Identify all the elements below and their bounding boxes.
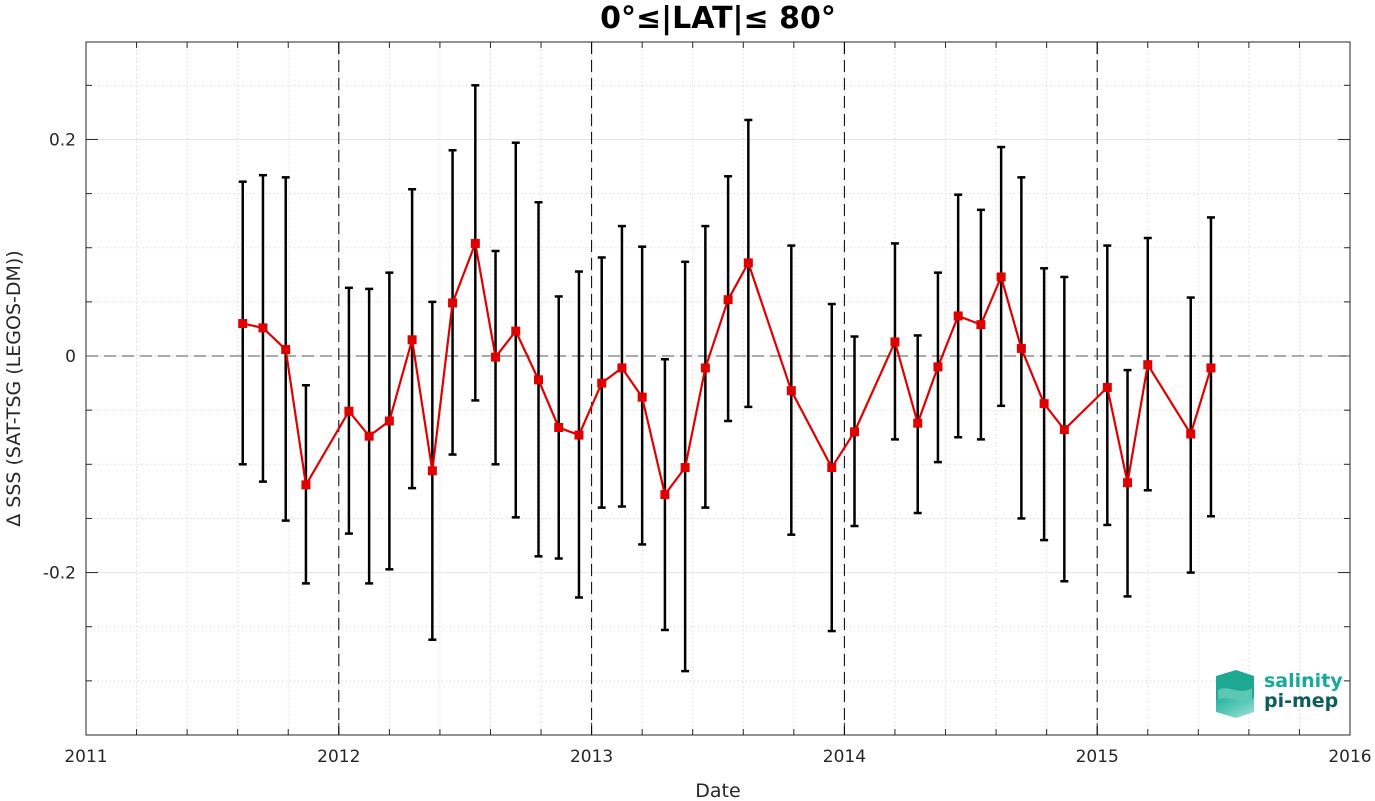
ticks: 2011 2012 2013 2014 2015 2016 -0.2 0 0.2 bbox=[43, 42, 1372, 767]
data-point bbox=[660, 490, 670, 500]
data-point bbox=[597, 378, 607, 388]
data-point bbox=[384, 416, 394, 426]
data-point bbox=[617, 363, 627, 373]
x-tick-label: 2012 bbox=[317, 747, 360, 767]
axes bbox=[85, 41, 1351, 736]
data-point bbox=[933, 362, 943, 372]
data-point bbox=[364, 431, 374, 441]
data-point bbox=[700, 363, 710, 373]
data-point bbox=[1039, 399, 1049, 409]
logo-text-pi-mep: pi-mep bbox=[1264, 690, 1338, 712]
salinity-pi-mep-logo: salinity pi-mep bbox=[1216, 670, 1343, 718]
data-point bbox=[1016, 343, 1026, 353]
data-point bbox=[1123, 478, 1133, 488]
data-point bbox=[976, 320, 986, 330]
data-point bbox=[407, 335, 417, 345]
x-axis-label: Date bbox=[695, 780, 740, 801]
data-point bbox=[996, 272, 1006, 282]
data-point bbox=[470, 238, 480, 248]
data-point bbox=[534, 375, 544, 385]
data-point bbox=[786, 386, 796, 396]
data-point bbox=[743, 258, 753, 268]
data-point bbox=[1143, 360, 1153, 370]
data-point bbox=[427, 466, 437, 476]
data-point bbox=[680, 463, 690, 473]
x-tick-label: 2013 bbox=[570, 747, 613, 767]
data-point bbox=[1059, 425, 1069, 435]
data-point bbox=[637, 392, 647, 402]
y-tick-label: -0.2 bbox=[43, 564, 76, 584]
logo-text-salinity: salinity bbox=[1264, 670, 1343, 692]
axes-box bbox=[85, 41, 1351, 736]
data-point bbox=[1102, 382, 1112, 392]
y-axis-label: Δ SSS (SAT-TSG (LEGOS-DM)) bbox=[3, 250, 25, 526]
data-point bbox=[491, 352, 501, 362]
data-point bbox=[448, 298, 458, 308]
data-point bbox=[723, 295, 733, 305]
x-tick-label: 2011 bbox=[64, 747, 107, 767]
x-tick-label: 2015 bbox=[1076, 747, 1119, 767]
data-point bbox=[827, 463, 837, 473]
data-point bbox=[1186, 429, 1196, 439]
data-point bbox=[953, 311, 963, 321]
data-point bbox=[850, 427, 860, 437]
data-point bbox=[554, 422, 564, 432]
data-point bbox=[890, 337, 900, 347]
data-point bbox=[913, 418, 923, 428]
grid bbox=[85, 42, 1351, 735]
year-separators bbox=[86, 42, 1350, 735]
series bbox=[238, 238, 1216, 500]
wave-icon bbox=[1216, 670, 1254, 718]
data-point bbox=[258, 323, 268, 333]
data-point bbox=[574, 430, 584, 440]
data-point bbox=[238, 319, 248, 329]
data-point bbox=[344, 406, 354, 416]
y-tick-label: 0.2 bbox=[49, 130, 76, 150]
data-point bbox=[511, 326, 521, 336]
x-tick-label: 2014 bbox=[823, 747, 866, 767]
x-tick-label: 2016 bbox=[1328, 747, 1371, 767]
data-point bbox=[1206, 363, 1216, 373]
y-tick-label: 0 bbox=[65, 347, 76, 367]
series-line bbox=[242, 239, 1213, 498]
data-point bbox=[281, 345, 291, 355]
chart-title: 0°≤|LAT|≤ 80° bbox=[600, 1, 836, 36]
data-point bbox=[301, 480, 311, 490]
error-bars bbox=[238, 84, 1215, 673]
